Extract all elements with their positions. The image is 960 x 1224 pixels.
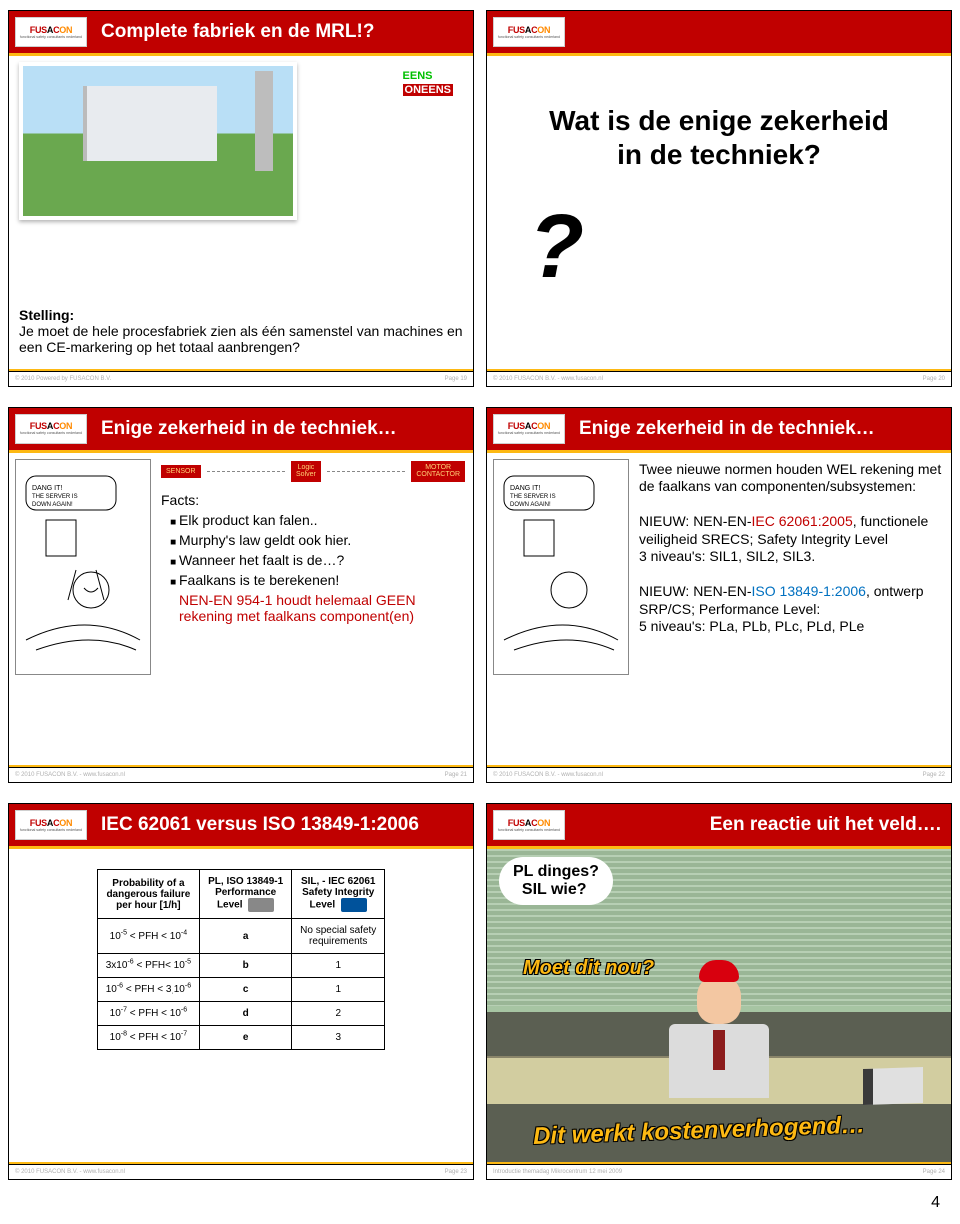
flow-diagram: SENSOR Logic Solver MOTOR CONTACTOR (161, 461, 465, 482)
slide-1: FUSACON functional safety consultants ne… (8, 10, 474, 387)
table-row: 10-7 < PFH < 10-6d2 (97, 1002, 385, 1026)
tag-eens: EENS (403, 70, 453, 82)
cartoon-sketch: DANG IT! THE SERVER IS DOWN AGAIN! (15, 459, 151, 675)
question-mark: ? (529, 211, 939, 283)
person-icon (659, 974, 779, 1104)
fusacon-logo: FUSACON functional safety consultants ne… (15, 414, 87, 444)
slide-6: FUSACON functional safety consultants ne… (486, 803, 952, 1180)
factory-photo (19, 62, 297, 220)
cartoon-sketch: DANG IT! THE SERVER IS DOWN AGAIN! (493, 459, 629, 675)
svg-text:DANG IT!: DANG IT! (32, 485, 62, 492)
caption-1: Moet dit nou? (523, 957, 654, 980)
slide-5: FUSACON functional safety consultants ne… (8, 803, 474, 1180)
question-heading: Wat is de enige zekerheidin de techniek? (499, 104, 939, 171)
slide-page: Page 19 (445, 376, 467, 382)
fusacon-logo: FUSACON functional safety consultants ne… (15, 810, 87, 840)
fusacon-logo: FUSACON functional safety consultants ne… (493, 17, 565, 47)
table-row: 3x10-6 < PFH< 10-5b1 (97, 954, 385, 978)
col-sil: SIL, - IEC 62061 Safety Integrity Level (292, 870, 385, 919)
norms-text: Twee nieuwe normen houden WEL rekening m… (639, 461, 943, 636)
flow-sensor: SENSOR (161, 465, 201, 479)
flow-logic: Logic Solver (291, 461, 321, 482)
slide-4: FUSACON functional safety consultants ne… (486, 407, 952, 784)
tag-oneens: ONEENS (403, 84, 453, 96)
slide-title: Complete fabriek en de MRL!? (101, 21, 473, 43)
hardhat-icon (699, 960, 739, 982)
svg-text:DANG IT!: DANG IT! (510, 485, 540, 492)
col-pl: PL, ISO 13849-1 Performance Level (200, 870, 292, 919)
flow-motor: MOTOR CONTACTOR (411, 461, 465, 482)
footer-copyright: © 2010 Powered by FUSACON B.V. (15, 376, 111, 382)
table-row: 10-6 < PFH < 3·10-6c1 (97, 978, 385, 1002)
svg-text:DOWN AGAIN!: DOWN AGAIN! (510, 502, 551, 508)
iec-logo-icon (341, 898, 367, 912)
fusacon-logo: FUSACON functional safety consultants ne… (493, 810, 565, 840)
stelling-text: Stelling: Je moet de hele procesfabriek … (19, 307, 463, 355)
caption-2: Dit werkt kostenverhogend… (533, 1109, 932, 1151)
table-row: 10-8 < PFH < 10-7e3 (97, 1026, 385, 1050)
svg-text:THE SERVER IS: THE SERVER IS (32, 494, 78, 500)
col-probability: Probability of a dangerous failure per h… (97, 870, 199, 919)
pl-sil-table: Probability of a dangerous failure per h… (97, 869, 386, 1050)
office-scene: PL dinges? SIL wie? Moet dit nou? Dit we… (487, 849, 951, 1162)
slide-header: FUSACON functional safety consultants ne… (9, 11, 473, 53)
table-row: 10-5 < PFH < 10-4aNo special safetyrequi… (97, 919, 385, 954)
slide-3: FUSACON functional safety consultants ne… (8, 407, 474, 784)
fusacon-logo: FUSACON functional safety consultants ne… (15, 17, 87, 47)
svg-text:THE SERVER IS: THE SERVER IS (510, 494, 556, 500)
cen-logo-icon (248, 898, 274, 912)
facts-list: Facts: Elk product kan falen.. Murphy's … (161, 492, 465, 624)
thought-bubble: PL dinges? SIL wie? (499, 857, 613, 904)
slide-2: FUSACON functional safety consultants ne… (486, 10, 952, 387)
page-number: 4 (931, 1194, 940, 1212)
fusacon-logo: FUSACON functional safety consultants ne… (493, 414, 565, 444)
svg-text:DOWN AGAIN!: DOWN AGAIN! (32, 502, 73, 508)
